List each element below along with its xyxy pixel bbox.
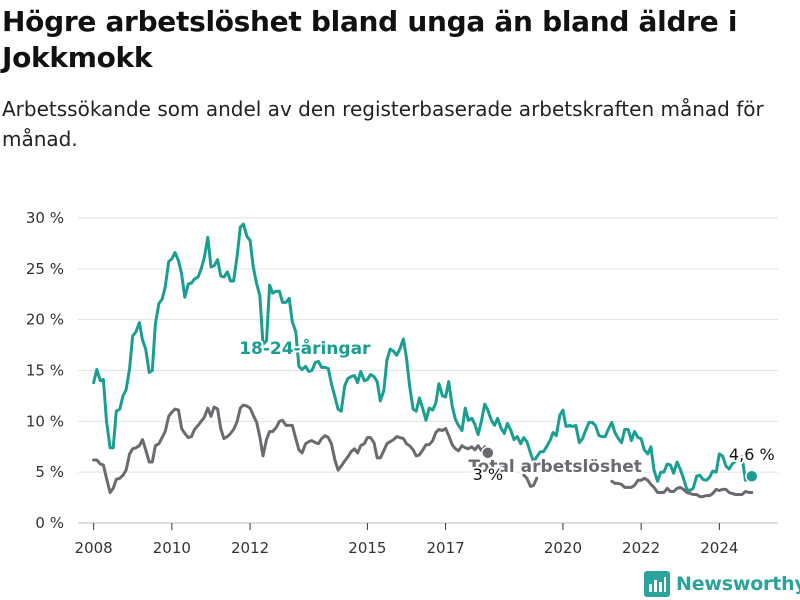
x-tick-label: 2020 — [544, 539, 582, 557]
x-tick-label: 2015 — [348, 539, 386, 557]
end-markers: 4,6 % 3 % — [471, 443, 777, 486]
x-tick-label: 2008 — [75, 539, 113, 557]
x-tick-label: 2010 — [153, 539, 191, 557]
series-line — [92, 403, 490, 494]
grid-lines — [78, 217, 778, 524]
x-tick-label: 2024 — [700, 539, 738, 557]
y-tick-label: 5 % — [35, 463, 64, 481]
page-title: Högre arbetslöshet bland unga än bland ä… — [2, 5, 738, 74]
x-tick-label: 2012 — [231, 539, 269, 557]
y-tick-label: 0 % — [35, 514, 64, 532]
end-value-label: 4,6 % — [729, 445, 775, 464]
y-tick-label: 25 % — [26, 260, 64, 278]
y-tick-label: 15 % — [26, 362, 64, 380]
brand-logo: Newsworthy — [644, 570, 800, 598]
page-subtitle: Arbetssökande som andel av den registerb… — [2, 97, 764, 151]
x-axis-ticks: 2008 2010 2012 2015 2017 2020 2022 2024 — [75, 523, 738, 557]
series-label: 18-24-åringar — [239, 337, 371, 359]
y-tick-label: 30 % — [26, 209, 64, 227]
annotations: 18-24-åringar Total arbetslöshet — [237, 335, 644, 479]
x-tick-label: 2022 — [622, 539, 660, 557]
y-axis-ticks: 0 % 5 % 10 % 15 % 20 % 25 % 30 % — [26, 209, 64, 532]
y-tick-label: 20 % — [26, 311, 64, 329]
series-label: Total arbetslöshet — [468, 457, 642, 477]
end-point-marker — [745, 469, 759, 483]
series-lines — [92, 222, 754, 499]
end-value-label: 3 % — [473, 465, 503, 484]
y-tick-label: 10 % — [26, 412, 64, 430]
newsworthy-chart-icon — [644, 571, 670, 597]
series-line — [92, 222, 754, 492]
x-tick-label: 2017 — [427, 539, 465, 557]
end-point-marker — [481, 446, 495, 460]
series-line — [610, 476, 754, 499]
brand-name: Newsworthy — [676, 573, 800, 595]
series-line — [522, 473, 539, 488]
